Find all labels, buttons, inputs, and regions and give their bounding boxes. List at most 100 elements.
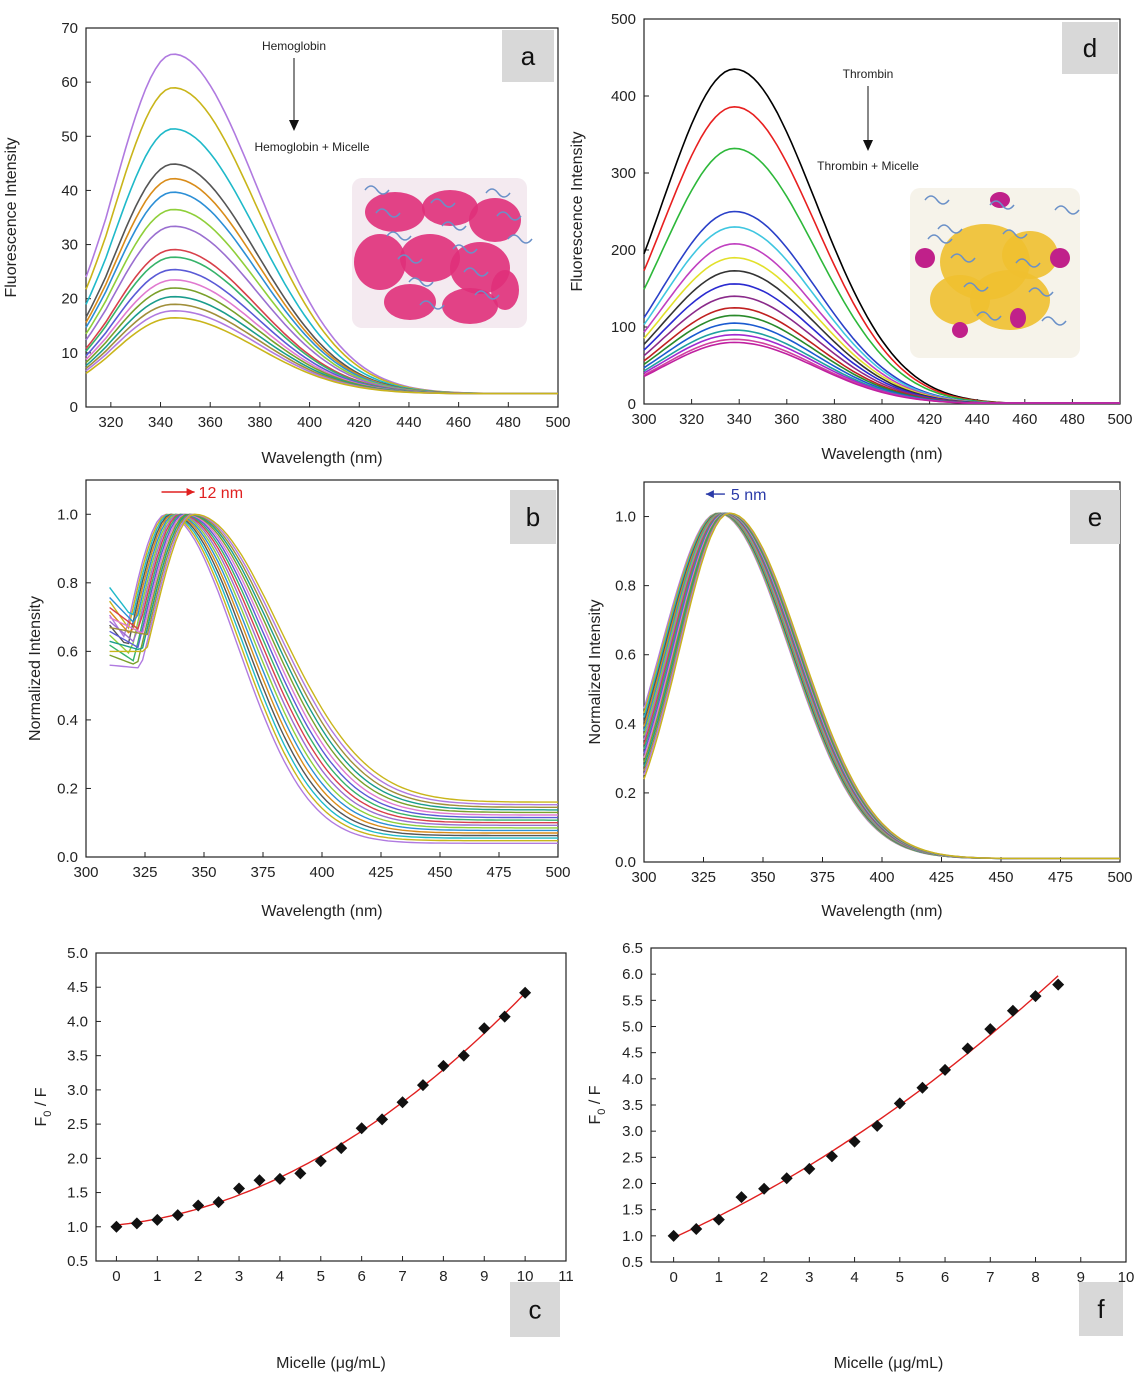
annotation-end: Thrombin + Micelle xyxy=(817,159,919,173)
panel-badge: c xyxy=(510,1282,560,1337)
data-point xyxy=(1029,990,1042,1003)
data-point xyxy=(803,1162,816,1175)
normalized-line xyxy=(643,512,1120,860)
x-tick-label: 375 xyxy=(250,864,275,881)
x-tick-label: 350 xyxy=(191,864,216,881)
spectrum-line xyxy=(643,341,1120,404)
x-tick-label: 6 xyxy=(357,1268,365,1285)
annotation-arrowhead xyxy=(863,140,873,151)
normalized-line xyxy=(109,513,558,806)
y-axis-label: Fluorescence Intensity xyxy=(3,137,20,297)
shift-label: 5 nm xyxy=(731,487,767,504)
x-tick-label: 3 xyxy=(805,1269,813,1286)
y-tick-label: 2.0 xyxy=(67,1150,88,1167)
data-point xyxy=(457,1049,470,1062)
panel-letter: c xyxy=(529,1295,542,1325)
loop-strand xyxy=(950,253,976,263)
data-point xyxy=(1006,1004,1019,1017)
normalized-line xyxy=(643,512,1120,860)
helix-blob xyxy=(400,234,460,282)
y-tick-label: 500 xyxy=(611,11,636,28)
loop-strand xyxy=(989,200,1015,210)
x-axis-label: Wavelength (nm) xyxy=(821,446,942,463)
x-tick-label: 2 xyxy=(760,1269,768,1286)
sheet-blob xyxy=(970,270,1050,330)
data-point xyxy=(335,1142,348,1155)
x-tick-label: 10 xyxy=(517,1268,534,1285)
normalized-line xyxy=(109,513,558,844)
panel-badge-box xyxy=(1070,490,1120,544)
x-tick-label: 480 xyxy=(496,414,521,431)
y-tick-label: 3.5 xyxy=(67,1048,88,1065)
normalized-line xyxy=(109,513,558,803)
x-axis-label: Wavelength (nm) xyxy=(261,450,382,467)
y-tick-label: 2.5 xyxy=(67,1116,88,1133)
panel-badge-box xyxy=(510,490,556,544)
normalized-line xyxy=(643,512,1120,860)
loop-strand xyxy=(419,300,445,310)
y-tick-label: 2.5 xyxy=(622,1149,643,1166)
normalized-line xyxy=(109,513,558,824)
loop-strand xyxy=(463,267,489,277)
hemoglobin-structure-image xyxy=(352,178,533,328)
y-tick-label: 1.5 xyxy=(67,1185,88,1202)
x-tick-label: 6 xyxy=(941,1269,949,1286)
shift-label: 12 nm xyxy=(199,485,243,502)
y-axis-label: F0 / F xyxy=(33,1087,54,1126)
normalized-line xyxy=(109,513,558,842)
sheet-blob xyxy=(930,275,990,325)
data-point xyxy=(712,1213,725,1226)
x-tick-label: 1 xyxy=(715,1269,723,1286)
normalized-line xyxy=(109,513,558,821)
x-axis-label: Wavelength (nm) xyxy=(821,903,942,920)
data-point xyxy=(130,1217,143,1230)
thrombin-structure-image xyxy=(910,188,1080,358)
x-tick-label: 380 xyxy=(247,414,272,431)
x-tick-label: 500 xyxy=(545,864,570,881)
y-tick-label: 60 xyxy=(61,74,78,91)
y-tick-label: 0.8 xyxy=(57,575,78,592)
loop-strand xyxy=(976,311,1002,321)
panel-badge-box xyxy=(1062,22,1118,74)
panel-letter: b xyxy=(526,502,540,532)
x-tick-label: 8 xyxy=(1031,1269,1039,1286)
y-tick-label: 6.0 xyxy=(622,966,643,983)
data-point xyxy=(893,1097,906,1110)
data-point xyxy=(355,1122,368,1135)
x-tick-label: 500 xyxy=(545,414,570,431)
normalized-line xyxy=(109,513,558,829)
x-tick-label: 500 xyxy=(1107,869,1132,886)
y-tick-label: 0.5 xyxy=(622,1254,643,1271)
loop-strand xyxy=(485,188,511,198)
y-tick-label: 0.2 xyxy=(57,780,78,797)
normalized-line xyxy=(109,513,558,816)
panel-badge: d xyxy=(1062,22,1118,74)
y-tick-label: 1.0 xyxy=(615,509,636,526)
x-tick-label: 400 xyxy=(869,869,894,886)
y-tick-label: 0.5 xyxy=(67,1253,88,1270)
helix-blob xyxy=(354,234,406,290)
helix-blob xyxy=(491,270,519,310)
x-tick-label: 0 xyxy=(669,1269,677,1286)
helix-blob xyxy=(469,198,521,242)
normalized-line xyxy=(643,512,1120,860)
y-tick-label: 0.4 xyxy=(615,716,636,733)
x-tick-label: 11 xyxy=(558,1268,574,1285)
y-tick-label: 2.0 xyxy=(622,1176,643,1193)
x-tick-label: 450 xyxy=(988,869,1013,886)
x-tick-label: 2 xyxy=(194,1268,202,1285)
helix-blob xyxy=(442,288,498,324)
normalized-line xyxy=(109,513,558,811)
normalized-line xyxy=(109,513,558,808)
x-tick-label: 440 xyxy=(965,411,990,428)
x-tick-label: 4 xyxy=(850,1269,858,1286)
data-point xyxy=(437,1059,450,1072)
data-point xyxy=(396,1096,409,1109)
y-tick-label: 4.0 xyxy=(622,1071,643,1088)
loop-strand xyxy=(375,208,401,218)
x-axis-label: Micelle (μg/mL) xyxy=(834,1355,944,1372)
normalized-line xyxy=(643,512,1120,860)
normalized-line xyxy=(643,512,1120,860)
panel-f: 0 1 2 3 4 5 6 7 8 9 10 0.5 1.0 1.5 2.0 2.5 3.0 3.5 4.0 4.5 5… xyxy=(587,940,1134,1372)
loop-strand xyxy=(1002,229,1028,239)
